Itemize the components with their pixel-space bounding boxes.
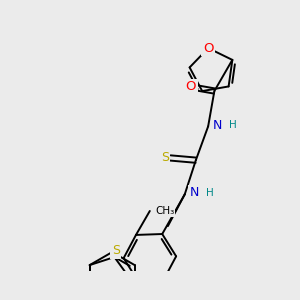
Text: S: S xyxy=(161,152,169,164)
Text: H: H xyxy=(206,188,214,198)
Text: O: O xyxy=(185,80,196,93)
Text: H: H xyxy=(229,120,237,130)
Text: N: N xyxy=(213,118,223,131)
Text: S: S xyxy=(112,244,120,257)
Text: N: N xyxy=(108,299,118,300)
Text: O: O xyxy=(203,42,214,55)
Text: N: N xyxy=(190,187,199,200)
Text: CH₃: CH₃ xyxy=(155,206,175,216)
